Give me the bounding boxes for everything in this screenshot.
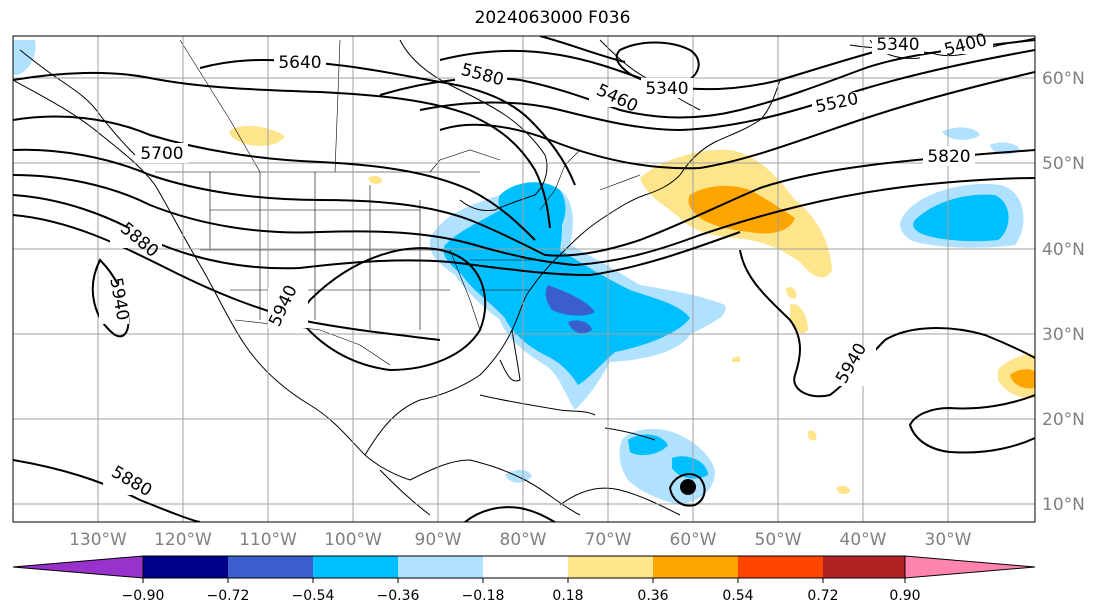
colorbar-tick-label: 0.90 [889, 588, 920, 604]
neg-anomaly-pacific-nw [13, 40, 36, 75]
pos-anomaly-small-c [732, 356, 740, 362]
neg-anomaly-us-core2 [568, 320, 592, 334]
colorbar-bin [313, 556, 398, 578]
longitude-label: 80°W [500, 530, 547, 550]
longitude-label: 110°W [239, 530, 297, 550]
colorbar-tick-label: −0.18 [462, 588, 505, 604]
colorbar-tick-label: −0.36 [377, 588, 420, 604]
neg-anomaly-us-mid [443, 192, 690, 385]
map-title: 2024063000 F036 [474, 8, 631, 28]
colorbar-bin [823, 556, 905, 578]
colorbar-frame [142, 555, 906, 579]
colorbar-bin [143, 556, 228, 578]
latitude-axis: 60°N 50°N 40°N 30°N 20°N 10°N [1042, 69, 1085, 515]
colorbar-tick-label: 0.54 [722, 588, 753, 604]
graticule [13, 36, 1035, 522]
coastlines [13, 37, 1035, 516]
longitude-label: 30°W [925, 530, 972, 550]
neg-anomaly-gulf [505, 469, 532, 483]
colorbar-bin [653, 556, 738, 578]
contour-label: 5820 [927, 147, 970, 167]
pos-anomaly-small-b [807, 430, 817, 441]
pos-anomaly-east-atl-core [1010, 369, 1035, 389]
neg-anomaly-atlantic-core [913, 194, 1009, 242]
neg-anomaly-far-ne [942, 127, 980, 140]
colorbar-tick-label: 0.72 [807, 588, 838, 604]
colorbar-tick-label: 0.36 [637, 588, 668, 604]
map-frame [12, 35, 1036, 523]
latitude-label: 10°N [1042, 495, 1085, 515]
colorbar-tick-label: −0.72 [207, 588, 250, 604]
colorbar-tick-label: 0.18 [552, 588, 583, 604]
longitude-label: 120°W [154, 530, 212, 550]
colorbar-ticks: −0.90 −0.72 −0.54 −0.36 −0.18 0.18 0.36 … [122, 588, 921, 604]
pos-anomaly-plains [368, 175, 382, 185]
latitude-label: 40°N [1042, 240, 1085, 260]
storm-center-marker [680, 479, 696, 495]
colorbar-bin [568, 556, 653, 578]
colorbar-bin [738, 556, 823, 578]
latitude-label: 20°N [1042, 410, 1085, 430]
political-borders [155, 39, 641, 366]
longitude-label: 130°W [69, 530, 127, 550]
colorbar-min-extension [12, 555, 144, 579]
contour-label: 5640 [278, 53, 321, 73]
pos-anomaly-mid-atlantic2 [786, 287, 797, 299]
pos-anomaly-small-a [836, 485, 850, 495]
colorbar-bin [228, 556, 313, 578]
colorbar-tick-label: −0.54 [292, 588, 335, 604]
latitude-label: 60°N [1042, 69, 1085, 89]
colorbar-tick-label: −0.90 [122, 588, 165, 604]
latitude-label: 30°N [1042, 325, 1085, 345]
neg-anomaly-caribbean-core [628, 434, 668, 456]
colorbar-bin [398, 556, 483, 578]
contour-label: 5340 [645, 79, 688, 99]
contour-label: 5340 [876, 35, 919, 55]
longitude-label: 90°W [415, 530, 462, 550]
anomaly-shading [13, 40, 1035, 505]
latitude-label: 50°N [1042, 154, 1085, 174]
neg-anomaly-us-core [545, 285, 595, 316]
contour-label-bg [99, 36, 993, 495]
longitude-label: 60°W [670, 530, 717, 550]
colorbar-bin [483, 556, 568, 578]
neg-anomaly-caribbean-core2 [672, 456, 708, 479]
longitude-label: 70°W [585, 530, 632, 550]
longitude-label: 50°W [755, 530, 802, 550]
colorbar-max-extension [904, 555, 1036, 579]
longitude-label: 100°W [324, 530, 382, 550]
colorbar: −0.90 −0.72 −0.54 −0.36 −0.18 0.18 0.36 … [12, 555, 1036, 604]
contour-label: 5700 [140, 144, 183, 164]
pos-anomaly-canada-core [688, 185, 795, 234]
pos-anomaly-rockies [229, 125, 285, 146]
longitude-axis: 130°W 120°W 110°W 100°W 90°W 80°W 70°W 6… [69, 530, 972, 550]
longitude-label: 40°W [840, 530, 887, 550]
